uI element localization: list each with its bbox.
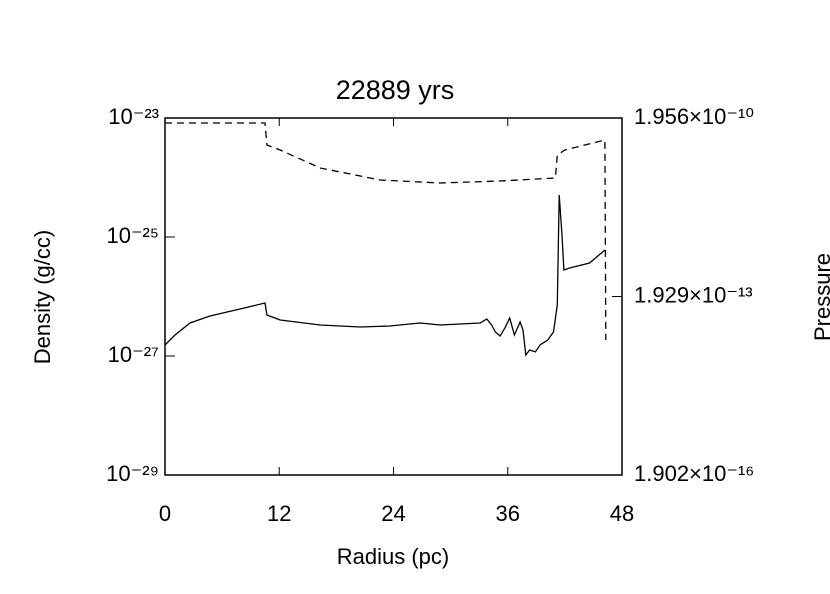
y-axis-label: Density (g/cc) (30, 230, 55, 364)
y2-tick-label: 1.929×10⁻¹³ (634, 282, 753, 307)
x-tick-label: 36 (496, 501, 520, 526)
x-axis-label: Radius (pc) (337, 544, 449, 569)
y-tick-label: 10⁻²⁵ (106, 223, 159, 248)
y2-tick-label: 1.902×10⁻¹⁶ (634, 461, 754, 486)
y-tick-label: 10⁻²⁹ (106, 461, 159, 486)
y-tick-label: 10⁻²⁷ (108, 342, 159, 367)
data-line (164, 194, 606, 357)
y2-axis-label: Pressure (810, 253, 830, 341)
x-tick-label: 0 (159, 501, 171, 526)
x-tick-label: 48 (610, 501, 634, 526)
x-tick-label: 12 (267, 501, 291, 526)
plot-frame (164, 117, 623, 476)
y2-tick-label: 1.956×10⁻¹⁰ (634, 104, 754, 129)
y-tick-label: 10⁻²³ (108, 104, 159, 129)
chart-title: 22889 yrs (336, 75, 455, 105)
data-line (165, 122, 607, 341)
x-tick-label: 24 (381, 501, 405, 526)
